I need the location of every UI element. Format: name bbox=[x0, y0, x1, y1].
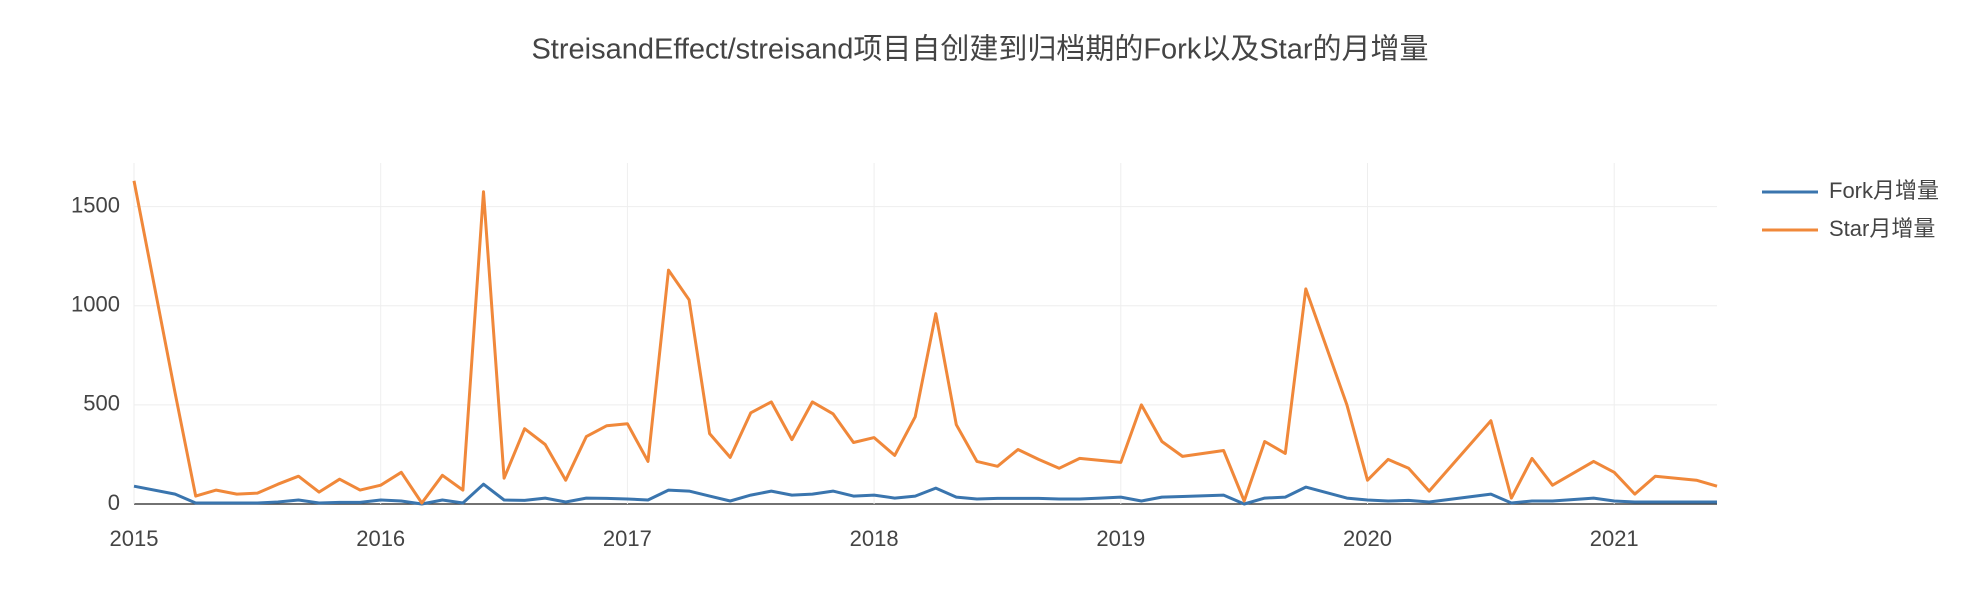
chart-title: StreisandEffect/streisand项目自创建到归档期的Fork以… bbox=[531, 33, 1428, 66]
x-tick-label: 2018 bbox=[850, 526, 899, 551]
x-tick-label: 2017 bbox=[603, 526, 652, 551]
x-tick-label: 2020 bbox=[1343, 526, 1392, 551]
legend-label: Star月增量 bbox=[1829, 216, 1935, 241]
x-tick-label: 2019 bbox=[1096, 526, 1145, 551]
y-tick-label: 1000 bbox=[71, 292, 120, 317]
y-tick-label: 0 bbox=[108, 490, 120, 515]
x-tick-label: 2021 bbox=[1590, 526, 1639, 551]
x-tick-label: 2016 bbox=[356, 526, 405, 551]
y-tick-label: 1500 bbox=[71, 192, 120, 217]
line-series bbox=[132, 180, 1718, 505]
legend-label: Fork月增量 bbox=[1829, 178, 1939, 203]
line-series bbox=[133, 482, 1717, 506]
x-tick-label: 2015 bbox=[110, 526, 159, 551]
y-tick-label: 500 bbox=[83, 391, 120, 416]
